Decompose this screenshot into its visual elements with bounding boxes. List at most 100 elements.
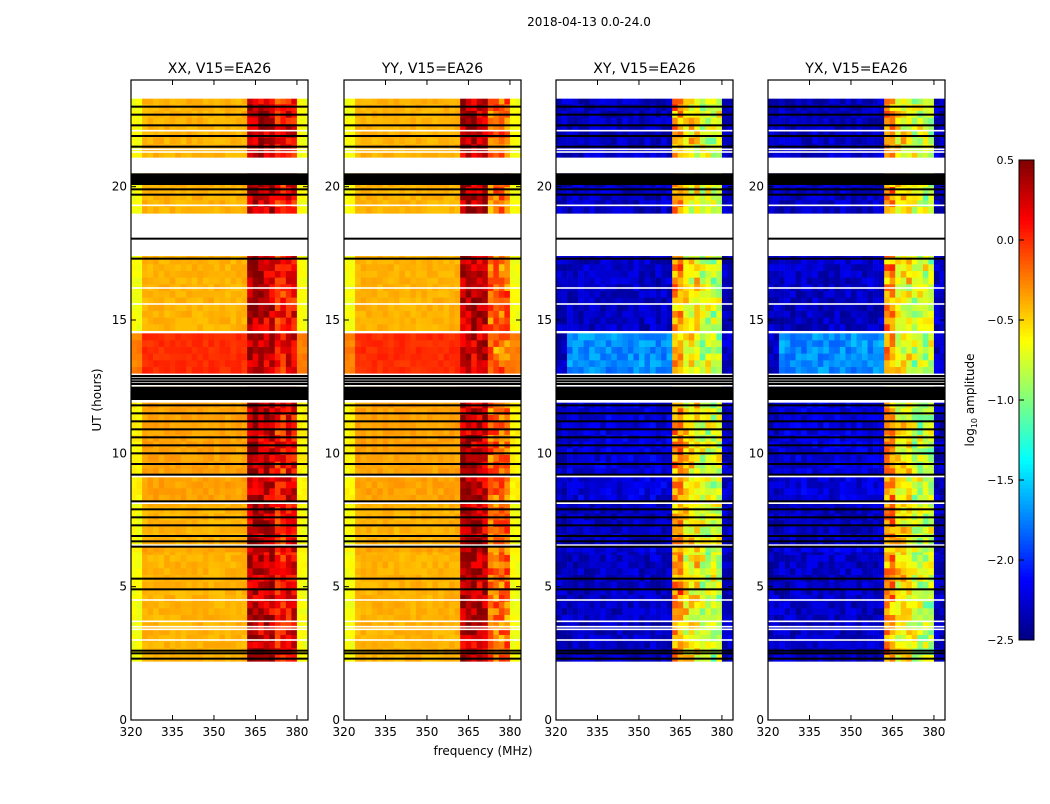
heatmap-cell [192, 324, 198, 331]
heatmap-cell [372, 99, 378, 105]
heatmap-cell [361, 360, 367, 367]
heatmap-cell [153, 256, 159, 258]
heatmap-cell [231, 568, 237, 575]
heatmap-cell [388, 561, 394, 568]
heatmap-cell [460, 256, 466, 258]
heatmap [556, 99, 733, 662]
heatmap-cell [427, 311, 433, 318]
heatmap-cell [460, 137, 466, 144]
heatmap-cell [477, 291, 483, 298]
heatmap-cell [142, 271, 148, 278]
heatmap-cell [388, 555, 394, 562]
heatmap-cell [280, 291, 286, 298]
heatmap-cell [350, 481, 356, 488]
heatmap-cell [148, 207, 154, 214]
heatmap-cell [164, 277, 170, 284]
heatmap-cell [214, 488, 220, 495]
heatmap-cell [377, 421, 383, 428]
heatmap-cell [186, 291, 192, 298]
heatmap-cell [449, 601, 455, 608]
heatmap-cell [247, 608, 253, 615]
heatmap-cell [197, 271, 203, 278]
heatmap-cell [361, 347, 367, 354]
heatmap-cell [466, 317, 472, 324]
heatmap-cell [466, 504, 472, 507]
heatmap-cell [214, 99, 220, 105]
heatmap-cell [438, 264, 444, 271]
heatmap-cell [471, 117, 477, 124]
heatmap-cell [192, 561, 198, 568]
heatmap-cell [444, 340, 450, 347]
heatmap-cell [225, 317, 231, 324]
heatmap-cell [280, 527, 286, 534]
heatmap-cell [416, 477, 422, 481]
heatmap-cell [291, 256, 297, 258]
heatmap-cell [504, 527, 510, 534]
heatmap-cell [504, 504, 510, 507]
heatmap-cell [137, 561, 143, 568]
heatmap-cell [291, 608, 297, 615]
heatmap-cell [148, 488, 154, 495]
heatmap-cell [220, 360, 226, 367]
heatmap-cell [264, 641, 270, 648]
heatmap-cell [355, 488, 361, 495]
heatmap-cell [148, 568, 154, 575]
heatmap-cell [203, 504, 209, 507]
heatmap-cell [225, 421, 231, 428]
flagged-row [344, 452, 521, 454]
heatmap-cell [153, 311, 159, 318]
heatmap-cell [482, 568, 488, 575]
heatmap-cell [427, 256, 433, 258]
heatmap-cell [192, 481, 198, 488]
heatmap-cell [504, 353, 510, 360]
heatmap-cell [159, 277, 165, 284]
heatmap-cell [236, 207, 242, 214]
heatmap-cell [377, 207, 383, 214]
heatmap-cell [499, 207, 505, 214]
heatmap-cell [286, 488, 292, 495]
heatmap-cell [131, 555, 137, 562]
heatmap-cell [148, 455, 154, 462]
heatmap-cell [192, 608, 198, 615]
heatmap-cell [477, 353, 483, 360]
heatmap-cell [137, 421, 143, 428]
heatmap-cell [247, 555, 253, 562]
heatmap-cell [421, 271, 427, 278]
heatmap-cell [482, 264, 488, 271]
heatmap-cell [186, 137, 192, 144]
heatmap-cell [449, 271, 455, 278]
heatmap-cell [175, 527, 181, 534]
heatmap-cell [477, 304, 483, 311]
heatmap-cell [297, 353, 303, 360]
heatmap-cell [444, 608, 450, 615]
heatmap-cell [433, 455, 439, 462]
heatmap-cell [482, 137, 488, 144]
heatmap-cell [499, 360, 505, 367]
heatmap-cell [477, 264, 483, 271]
flagged-row [344, 516, 521, 518]
heatmap-cell [275, 137, 281, 144]
heatmap-cell [366, 333, 372, 340]
heatmap-cell [197, 137, 203, 144]
heatmap-cell [394, 277, 400, 284]
heatmap-cell [203, 555, 209, 562]
heatmap-cell [427, 488, 433, 495]
heatmap-cell [220, 311, 226, 318]
heatmap-cell [372, 117, 378, 124]
heatmap-cell [350, 333, 356, 340]
heatmap-cell [159, 601, 165, 608]
heatmap-cell [410, 207, 416, 214]
heatmap-cell [131, 256, 137, 258]
heatmap-cell [253, 117, 259, 124]
heatmap-cell [214, 601, 220, 608]
heatmap-cell [455, 561, 461, 568]
heatmap-cell [377, 360, 383, 367]
heatmap-cell [366, 455, 372, 462]
heatmap-cell [280, 477, 286, 481]
heatmap-cell [449, 207, 455, 214]
heatmap-cell [361, 601, 367, 608]
heatmap-cell [297, 347, 303, 354]
heatmap-cell [421, 317, 427, 324]
heatmap-cell [477, 481, 483, 488]
flagged-row [344, 188, 521, 190]
